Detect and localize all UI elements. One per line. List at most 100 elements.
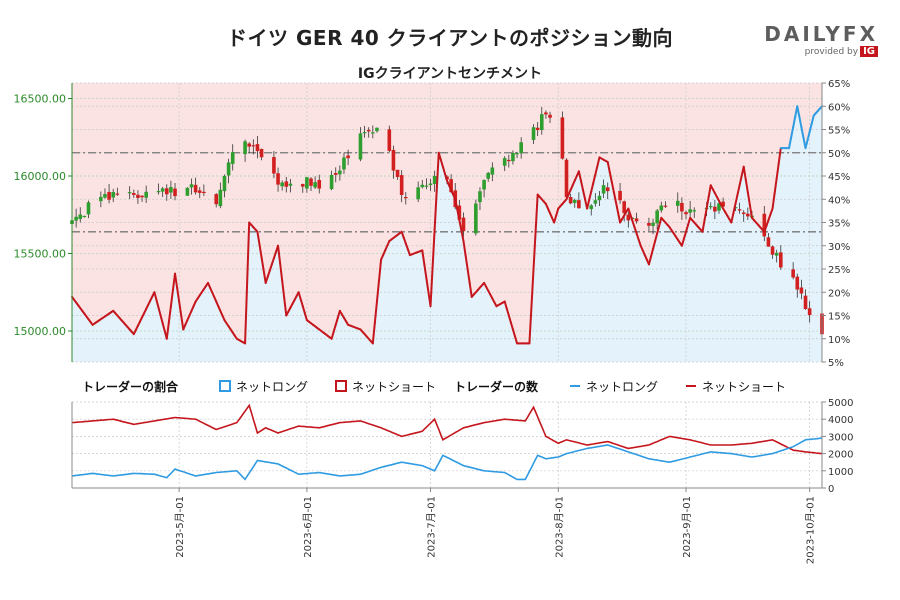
candle-body — [622, 201, 626, 214]
net-position-segment — [647, 255, 652, 266]
net-position-segment — [178, 300, 183, 317]
net-position-segment — [509, 321, 514, 331]
candle-body — [634, 218, 639, 222]
net-position-segment — [431, 228, 436, 269]
net-position-segment — [155, 299, 160, 309]
net-position-segment — [763, 224, 768, 233]
net-position-segment — [703, 207, 708, 222]
net-position-segment — [627, 207, 632, 216]
candle-body — [107, 191, 111, 200]
candle-body — [531, 127, 536, 140]
percent-tick-label: 40% — [828, 195, 850, 206]
net-position-segment — [633, 226, 638, 235]
candle-body — [78, 214, 83, 219]
legend-count-heading: トレーダーの数 — [454, 379, 539, 394]
candle-body — [461, 217, 466, 232]
net-position-segment — [464, 254, 469, 270]
candle-body — [721, 201, 725, 207]
net-position-segment — [435, 151, 440, 193]
price-tick-label: 16500.00 — [14, 93, 67, 106]
percent-tick-label: 20% — [828, 288, 850, 299]
net-position-segment — [748, 204, 753, 219]
candle-body — [333, 173, 338, 175]
net-position-segment — [283, 297, 288, 317]
candle-body — [74, 216, 78, 221]
candle-body — [428, 183, 433, 186]
net-position-segment — [466, 268, 471, 284]
candle-body — [255, 144, 260, 152]
candle-body — [193, 184, 198, 193]
net-position-segment — [637, 238, 642, 247]
candle-body — [276, 173, 280, 185]
candle-body — [647, 222, 651, 226]
candle-body — [164, 188, 169, 195]
net-position-segment — [800, 126, 805, 139]
candle-body — [366, 129, 371, 132]
net-position-segment — [507, 314, 512, 324]
candle-body — [791, 269, 795, 278]
count-tick-label: 3000 — [828, 432, 853, 443]
net-position-segment — [777, 147, 782, 165]
chart-title: ドイツ GER 40 クライアントのポジション動向 — [227, 26, 673, 50]
count-tick-label: 5000 — [828, 398, 853, 409]
candle-body — [478, 191, 482, 203]
net-position-segment — [577, 170, 582, 182]
net-position-segment — [330, 330, 335, 340]
net-position-segment — [612, 191, 617, 204]
net-position-segment — [629, 213, 634, 222]
candle-body — [564, 159, 569, 198]
net-position-segment — [256, 230, 261, 246]
candle-body — [605, 187, 610, 192]
candle-body — [737, 209, 742, 211]
candle-body — [82, 215, 87, 218]
net-position-segment — [652, 240, 657, 250]
net-position-segment — [299, 298, 304, 308]
candle-body — [502, 158, 507, 166]
net-position-segment — [332, 323, 337, 333]
net-position-segment — [738, 175, 743, 187]
net-position-segment — [808, 122, 813, 133]
legend-net-long: ネットロング — [236, 380, 308, 394]
candle-body — [288, 183, 293, 186]
net-position-segment — [371, 321, 376, 345]
candle-body — [358, 133, 363, 160]
net-position-segment — [592, 173, 597, 184]
candle-body — [136, 194, 140, 198]
candle-body — [766, 237, 771, 247]
candle-body — [577, 200, 581, 209]
candle-body — [127, 192, 132, 194]
net-position-segment — [153, 291, 158, 301]
candle-body — [601, 185, 606, 194]
net-position-segment — [165, 321, 170, 340]
candle-body — [762, 213, 767, 237]
candle-body — [449, 179, 453, 193]
count-tick-label: 0 — [828, 484, 834, 495]
net-position-segment — [588, 190, 593, 202]
chart-subtitle: IGクライアントセンチメント — [357, 66, 543, 82]
candle-body — [185, 187, 190, 196]
net-position-segment — [421, 249, 426, 266]
net-position-segment — [594, 164, 599, 176]
candle-body — [474, 203, 478, 234]
net-position-segment — [443, 172, 448, 182]
net-position-segment — [705, 195, 710, 210]
net-position-segment — [266, 269, 271, 278]
candle-body — [197, 190, 202, 193]
net-position-segment — [656, 224, 661, 235]
net-position-segment — [260, 256, 265, 272]
candle-body — [280, 182, 284, 187]
net-position-segment — [790, 126, 795, 139]
count-tick-label: 1000 — [828, 467, 853, 478]
net-position-segment — [555, 207, 560, 217]
net-position-segment — [174, 272, 179, 289]
candle-body — [651, 222, 655, 226]
candle-body — [572, 199, 577, 203]
net-position-segment — [658, 216, 663, 227]
net-position-segment — [167, 305, 172, 324]
net-position-segment — [532, 230, 537, 270]
candle-body — [399, 175, 404, 195]
net-position-segment — [176, 286, 181, 303]
net-position-segment — [769, 207, 774, 216]
candle-body — [490, 167, 495, 175]
net-position-segment — [798, 115, 803, 129]
